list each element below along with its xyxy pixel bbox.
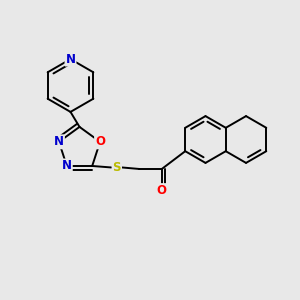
Text: N: N xyxy=(62,160,72,172)
Text: N: N xyxy=(65,52,76,66)
Text: O: O xyxy=(95,135,105,148)
Text: S: S xyxy=(112,161,121,174)
Text: O: O xyxy=(157,184,167,197)
Text: N: N xyxy=(54,135,64,148)
